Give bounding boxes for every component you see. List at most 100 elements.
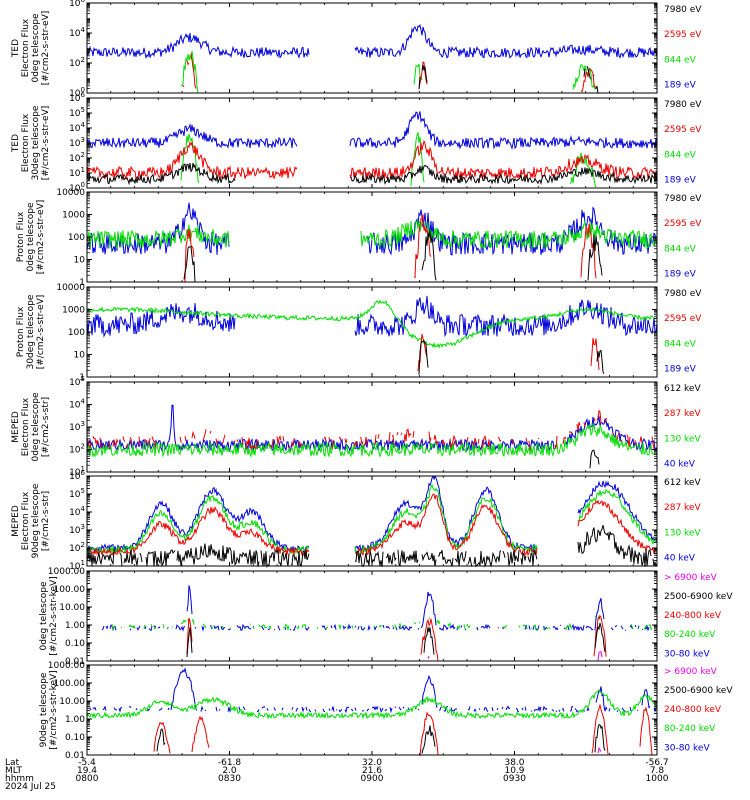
- x-tick-label: 0830: [218, 774, 241, 784]
- ted-proton-30deg-ytick-label: 1: [79, 373, 85, 383]
- ted-electron-30deg-ylabel-line: TED: [11, 134, 21, 153]
- meped-electron-90deg-ylabel-line: MEPED: [11, 505, 21, 537]
- ted-electron-30deg-blue-trace: [86, 111, 658, 150]
- x-tick-label: 0800: [76, 774, 99, 784]
- ted-proton-0deg-ylabel: Proton Flux 0deg telescope [#/cm2-s-str-eV…: [16, 200, 46, 275]
- meped-proton-90deg-legend-item: 240-800 keV: [664, 705, 722, 715]
- ted-electron-30deg-legend-item: 844 eV: [664, 150, 697, 160]
- ted-electron-0deg-legend-item: 189 eV: [664, 80, 697, 90]
- meped-electron-90deg-ylabel: MEPED Electron Flux 90deg telescope [#/cm2-…: [11, 483, 51, 558]
- meped-electron-90deg-ylabel-line: Electron Flux: [21, 491, 31, 550]
- ted-proton-0deg-ytick-label: 10000: [56, 188, 85, 198]
- ted-proton-0deg-blue-trace: [86, 202, 658, 256]
- ted-proton-30deg-ylabel: Proton Flux 30deg telescope [#/cm2-s-str-e…: [16, 294, 46, 369]
- meped-electron-90deg-black-trace: [86, 525, 658, 569]
- ted-electron-0deg-ylabel: TED Electron Flux 0deg telescope [#/cm2-s-s…: [11, 11, 51, 86]
- ted-electron-0deg-red-trace: [182, 53, 597, 93]
- meped-electron-90deg-ylabel-line: 90deg telescope: [31, 483, 41, 558]
- meped-electron-0deg-black-trace: [589, 449, 600, 469]
- meped-electron-0deg-ytick-label: 101: [69, 465, 85, 478]
- meped-proton-0deg-ylabel: 0deg telescope [#/cm2-s-str-keV]: [39, 576, 59, 655]
- meped-electron-90deg-ytick-label: 104: [69, 505, 85, 518]
- meped-proton-0deg-ytick-label: 0.10: [65, 639, 85, 649]
- meped-proton-90deg-legend-item: 80-240 keV: [664, 724, 716, 734]
- flux-traces: [86, 23, 658, 756]
- meped-proton-0deg-ylabel-line: 0deg telescope: [39, 581, 49, 651]
- x-date-label: 2024 Jul 25: [5, 782, 56, 792]
- meped-proton-90deg-ytick-label: 100.00: [54, 679, 86, 689]
- meped-proton-90deg-ytick-label: 1000.00: [48, 661, 85, 671]
- meped-electron-0deg-ylabel-line: MEPED: [11, 411, 21, 443]
- meped-proton-90deg-legend-item: 2500-6900 keV: [664, 686, 733, 696]
- ted-electron-30deg-red-trace: [86, 139, 658, 181]
- ted-electron-30deg-ylabel-line: [#/cm2-s-str-eV]: [41, 106, 51, 181]
- meped-electron-0deg-ylabel: MEPED Electron Flux 0deg telescope [#/cm2-s…: [11, 392, 51, 462]
- panel-frames: [86, 2, 658, 756]
- meped-electron-90deg-ytick-label: 106: [69, 469, 85, 482]
- meped-proton-0deg-magenta-trace: [427, 650, 603, 661]
- meped-proton-0deg-ylabel-line: [#/cm2-s-str-keV]: [49, 576, 59, 655]
- ted-electron-30deg-legend-item: 189 eV: [664, 175, 697, 185]
- x-row-label: MLT: [5, 766, 23, 776]
- ted-proton-0deg-ylabel-line: Proton Flux: [16, 211, 26, 262]
- meped-proton-0deg-ytick-label: 1000.00: [48, 567, 85, 577]
- ted-electron-0deg-ylabel-line: Electron Flux: [21, 18, 31, 77]
- meped-electron-0deg-ytick-label: 104: [69, 398, 85, 411]
- ted-electron-30deg-ylabel: TED Electron Flux 30deg telescope [#/cm2-s-…: [11, 105, 51, 180]
- ted-proton-0deg-legend-item: 2595 eV: [664, 219, 702, 229]
- x-tick-label: 38.0: [504, 758, 524, 768]
- meped-proton-90deg-magenta-trace: [597, 746, 602, 754]
- meped-proton-0deg-frame: [86, 570, 658, 662]
- ted-proton-0deg-ytick-label: 10: [74, 256, 86, 266]
- meped-proton-90deg-ylabel: 90deg telescope [#/cm2-s-str-keV]: [39, 670, 59, 749]
- meped-electron-90deg-blue-trace: [86, 475, 658, 554]
- ted-electron-30deg-ytick-label: 101: [69, 166, 85, 179]
- meped-proton-0deg-legend-item: 240-800 keV: [664, 611, 722, 621]
- ted-proton-30deg-black-trace: [418, 340, 605, 375]
- meped-proton-90deg-legend-item: 30-80 keV: [664, 743, 710, 753]
- ted-electron-30deg-legend-item: 2595 eV: [664, 125, 702, 135]
- meped-proton-90deg-red-trace: [153, 703, 653, 756]
- x-tick-label: 32.0: [362, 758, 382, 768]
- meped-electron-0deg-legend-item: 130 keV: [664, 434, 701, 444]
- ted-electron-30deg-ytick-label: 106: [69, 91, 85, 104]
- meped-proton-0deg-red-trace: [186, 614, 607, 661]
- meped-proton-0deg-blue-trace: [102, 585, 657, 630]
- meped-proton-0deg-legend-item: 80-240 keV: [664, 630, 716, 640]
- ted-proton-0deg-ytick-label: 100: [68, 233, 85, 243]
- ted-electron-30deg-ytick-label: 100: [69, 181, 85, 194]
- ted-proton-0deg-ytick-label: 1000: [62, 211, 85, 221]
- x-row-label: hhmm: [5, 774, 34, 784]
- meped-proton-0deg-ytick-label: 0.01: [65, 657, 85, 667]
- ted-electron-0deg-legend-item: 7980 eV: [664, 5, 702, 15]
- x-tick-label: 10.9: [504, 766, 524, 776]
- ted-proton-30deg-ytick-label: 10000: [56, 283, 85, 293]
- x-tick-label: 21.6: [362, 766, 382, 776]
- meped-proton-90deg-legend-item: > 6900 keV: [664, 667, 718, 677]
- meped-proton-90deg-blue-trace: [89, 667, 658, 714]
- ted-electron-0deg-ytick-label: 104: [69, 26, 85, 39]
- ted-proton-0deg-legend-item: 844 eV: [664, 244, 697, 254]
- meped-electron-90deg-ylabel-line: [#/cm2-s-str]: [41, 491, 51, 551]
- meped-electron-90deg-legend-item: 612 keV: [664, 478, 701, 488]
- ted-electron-0deg-ytick-label: 100: [69, 86, 85, 99]
- meped-electron-0deg-ytick-label: 103: [69, 420, 85, 433]
- x-tick-label: 0900: [361, 774, 384, 784]
- ted-proton-0deg-legend-item: 189 eV: [664, 269, 697, 279]
- meped-electron-90deg-ytick-label: 103: [69, 523, 85, 536]
- meped-electron-0deg-ytick-label: 102: [69, 443, 85, 456]
- meped-electron-90deg-red-trace: [86, 493, 658, 557]
- meped-electron-90deg-ytick-label: 105: [69, 487, 85, 500]
- ted-electron-0deg-ytick-label: 102: [69, 56, 85, 69]
- ted-proton-30deg-legend-item: 7980 eV: [664, 289, 702, 299]
- meped-electron-90deg-ytick-label: 102: [69, 541, 85, 554]
- meped-proton-90deg-ylabel-line: [#/cm2-s-str-keV]: [49, 670, 59, 749]
- ted-electron-0deg-ylabel-line: TED: [11, 39, 21, 58]
- meped-electron-90deg-legend-item: 40 keV: [664, 553, 696, 563]
- meped-electron-0deg-ylabel-line: [#/cm2-s-str]: [41, 397, 51, 457]
- meped-proton-0deg-ytick-label: 100.00: [54, 585, 86, 595]
- ted-proton-30deg-ytick-label: 10: [74, 351, 86, 361]
- ted-proton-30deg-legend-item: 2595 eV: [664, 314, 702, 324]
- meped-electron-0deg-legend-item: 287 keV: [664, 409, 701, 419]
